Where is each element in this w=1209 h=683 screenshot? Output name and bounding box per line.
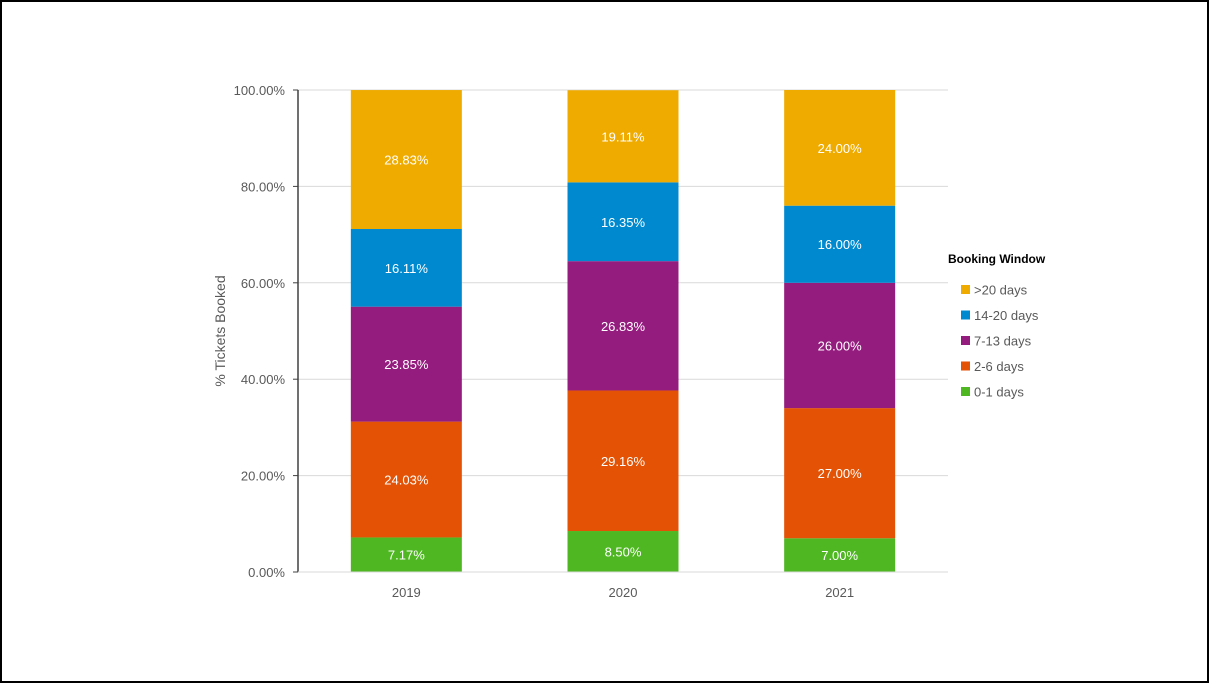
y-tick-label: 100.00% [234,83,286,98]
bar-segment [350,306,462,422]
legend-swatch [961,285,970,294]
data-label: 26.83% [601,319,646,334]
bar-segment [567,182,679,262]
legend: Booking Window >20 days 14-20 days 7-13 da… [948,252,1046,400]
legend-item: 2-6 days [974,359,1024,374]
bar-segment [784,90,896,206]
data-label: 16.35% [601,215,646,230]
data-label: 24.03% [384,473,429,488]
data-label: 16.00% [818,237,863,252]
data-label: 19.11% [601,129,645,144]
legend-swatch [961,387,970,396]
legend-swatch [961,336,970,345]
bar-segment [784,408,896,539]
legend-item: 7-13 days [974,334,1032,349]
bar-segment [350,90,462,230]
data-label: 16.11% [385,261,429,276]
y-tick-label: 0.00% [248,565,285,580]
y-tick-label: 80.00% [241,179,286,194]
data-label: 23.85% [384,357,429,372]
legend-title: Booking Window [948,252,1046,266]
bar-segment [784,282,896,409]
data-label: 26.00% [818,338,863,353]
legend-item: >20 days [974,283,1028,298]
y-tick-label: 60.00% [241,276,286,291]
legend-swatch [961,310,970,320]
bar-segment [784,538,896,572]
bar-segment [784,205,896,283]
bar-segment [350,537,462,572]
legend-item: 14-20 days [974,308,1039,323]
data-label: 8.50% [605,545,642,560]
bar-segment [567,261,679,391]
x-tick-label: 2019 [392,585,421,600]
bar-segment [567,531,679,572]
axes: 0.00% 20.00% 40.00% 60.00% 80.00% 100.00% 2019… [234,83,948,600]
bar-segment [350,229,462,307]
data-label: 29.16% [601,454,646,469]
data-label: 7.17% [388,548,425,563]
x-tick-label: 2020 [609,585,638,600]
bar-segment [350,421,462,538]
x-tick-label: 2021 [825,585,854,600]
legend-swatch [961,361,970,371]
bar-segment [567,390,679,532]
y-tick-label: 40.00% [241,372,286,387]
data-label: 27.00% [818,466,863,481]
data-label: 24.00% [818,141,863,156]
bars: 7.17% 24.03% 23.85% 16.11% 28.83% 8.50% 29.16%… [350,90,896,572]
y-tick-label: 20.00% [241,469,286,484]
bar-segment [567,90,679,183]
y-axis-label: % Tickets Booked [212,275,228,386]
data-label: 7.00% [821,548,858,563]
legend-item: 0-1 days [974,385,1024,400]
data-label: 28.83% [384,153,429,168]
